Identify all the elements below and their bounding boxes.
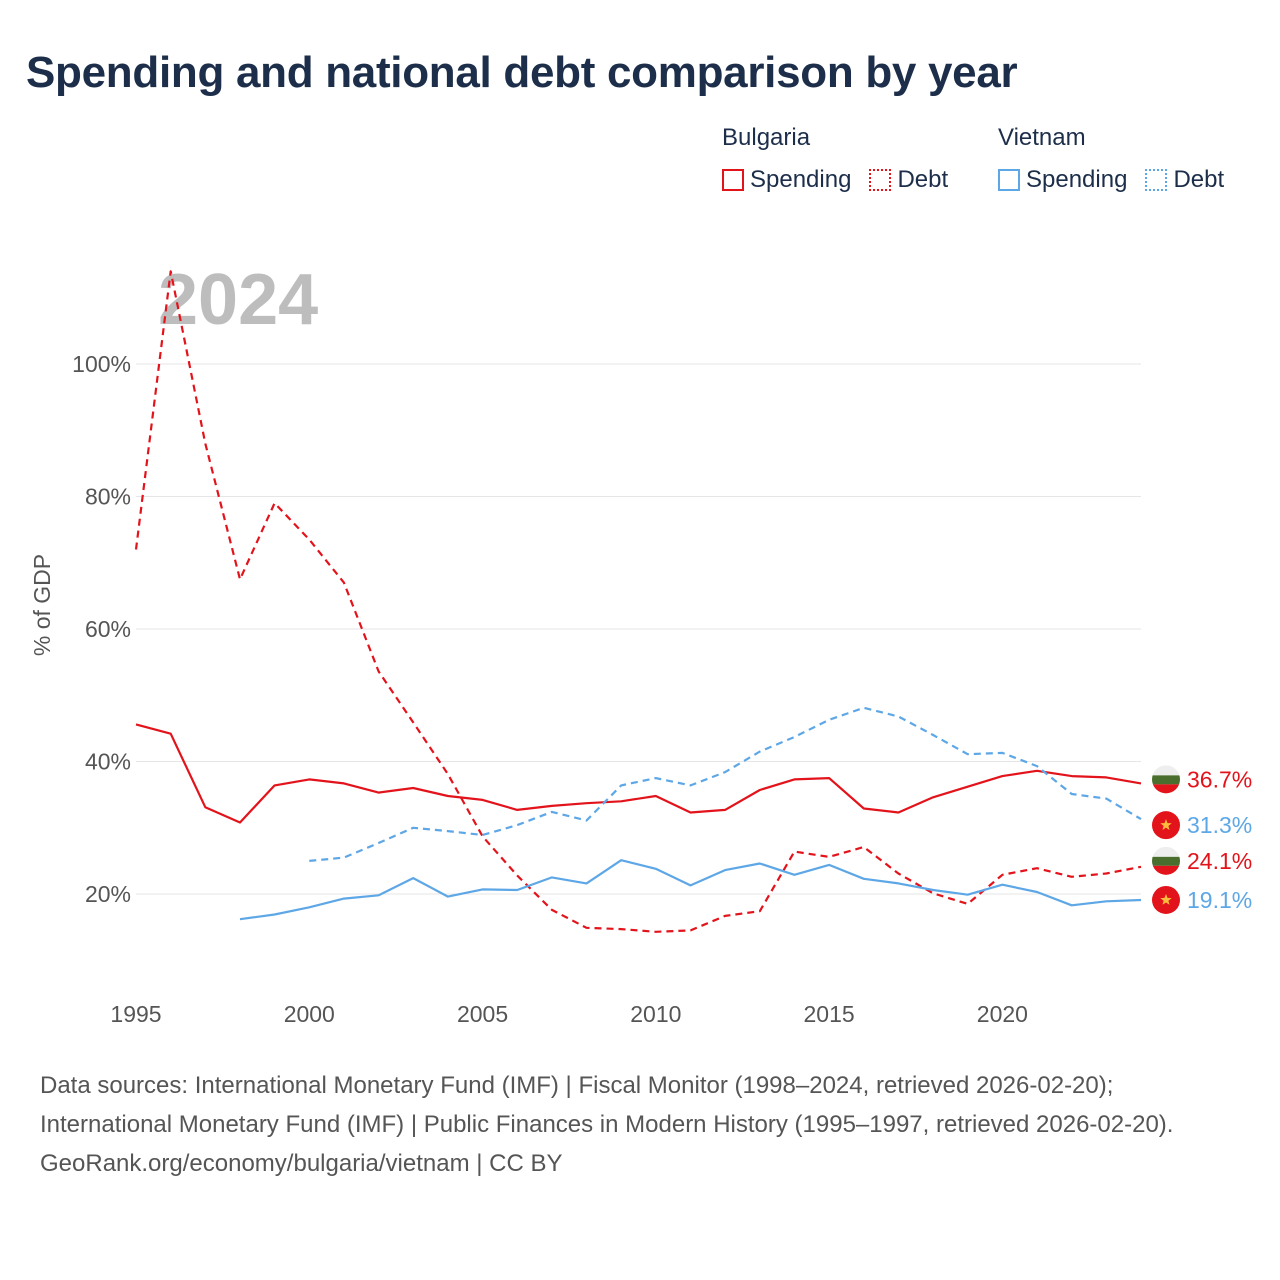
- credit-link[interactable]: GeoRank.org/economy/bulgaria/vietnam | C…: [40, 1150, 563, 1177]
- x-tick-label: 2000: [284, 1001, 335, 1027]
- y-tick-label: 80%: [85, 484, 131, 510]
- year-watermark: 2024: [158, 260, 318, 340]
- line-chart: 2024 20% 40% 60% 80% 100% 1995 2000 2005 2010 20…: [29, 260, 1252, 1027]
- end-markers: 36.7% 24.1% 19.1% 31.3%: [1152, 765, 1252, 914]
- y-axis-ticks: 20% 40% 60% 80% 100%: [72, 351, 131, 907]
- legend-item-label: Debt: [1173, 166, 1225, 193]
- legend-item-bulgaria-debt[interactable]: Debt: [869, 166, 948, 194]
- end-marker-bulgaria-debt: 24.1%: [1152, 846, 1252, 875]
- x-tick-label: 1995: [110, 1001, 161, 1027]
- data-sources-note: Data sources: International Monetary Fun…: [40, 1072, 1174, 1138]
- legend-item-vietnam-spending[interactable]: Spending: [998, 166, 1127, 194]
- legend-group-vietnam: Vietnam Spending Debt: [998, 124, 1224, 194]
- dotted-line-swatch-icon: [1145, 169, 1168, 191]
- legend-item-label: Spending: [750, 166, 852, 193]
- end-marker-vietnam-spending: 19.1%: [1152, 885, 1252, 914]
- solid-line-swatch-icon: [998, 169, 1020, 191]
- series-line-vietnam-debt[interactable]: [309, 706, 1142, 862]
- end-value-label: 31.3%: [1187, 812, 1252, 838]
- y-tick-label: 40%: [85, 749, 131, 775]
- series-line-bulgaria-debt[interactable]: [134, 270, 1142, 933]
- x-tick-label: 2010: [630, 1001, 681, 1027]
- chart-title: Spending and national debt comparison by…: [26, 48, 1018, 97]
- y-tick-label: 20%: [85, 881, 131, 907]
- legend-item-label: Spending: [1026, 166, 1128, 193]
- y-axis-label: % of GDP: [29, 554, 55, 656]
- dotted-line-swatch-icon: [869, 169, 892, 191]
- series-line-vietnam-spending[interactable]: [239, 859, 1142, 921]
- chart-footer: Data sources: International Monetary Fun…: [40, 1066, 1240, 1183]
- legend-item-bulgaria-spending[interactable]: Spending: [722, 166, 851, 194]
- legend-group-bulgaria: Bulgaria Spending Debt: [722, 124, 948, 194]
- vietnam-flag-icon: [1152, 885, 1180, 914]
- gridlines: [136, 363, 1141, 895]
- legend-item-label: Debt: [897, 166, 949, 193]
- legend-country-label: Bulgaria: [722, 124, 811, 151]
- x-axis-ticks: 1995 2000 2005 2010 2015 2020: [110, 1001, 1028, 1027]
- vietnam-flag-icon: [1152, 811, 1180, 840]
- series-lines: [134, 270, 1142, 933]
- legend-item-vietnam-debt[interactable]: Debt: [1145, 166, 1224, 194]
- end-marker-bulgaria-spending: 36.7%: [1152, 765, 1252, 794]
- end-value-label: 19.1%: [1187, 887, 1252, 913]
- x-tick-label: 2020: [977, 1001, 1028, 1027]
- end-value-label: 24.1%: [1187, 848, 1252, 874]
- legend-country-label: Vietnam: [998, 124, 1086, 151]
- y-tick-label: 60%: [85, 616, 131, 642]
- solid-line-swatch-icon: [722, 169, 744, 191]
- end-value-label: 36.7%: [1187, 766, 1252, 792]
- end-marker-vietnam-debt: 31.3%: [1152, 811, 1252, 840]
- x-tick-label: 2015: [804, 1001, 855, 1027]
- bulgaria-flag-icon: [1152, 846, 1180, 875]
- series-line-bulgaria-spending[interactable]: [135, 723, 1142, 824]
- bulgaria-flag-icon: [1152, 765, 1180, 794]
- x-tick-label: 2005: [457, 1001, 508, 1027]
- y-tick-label: 100%: [72, 351, 131, 377]
